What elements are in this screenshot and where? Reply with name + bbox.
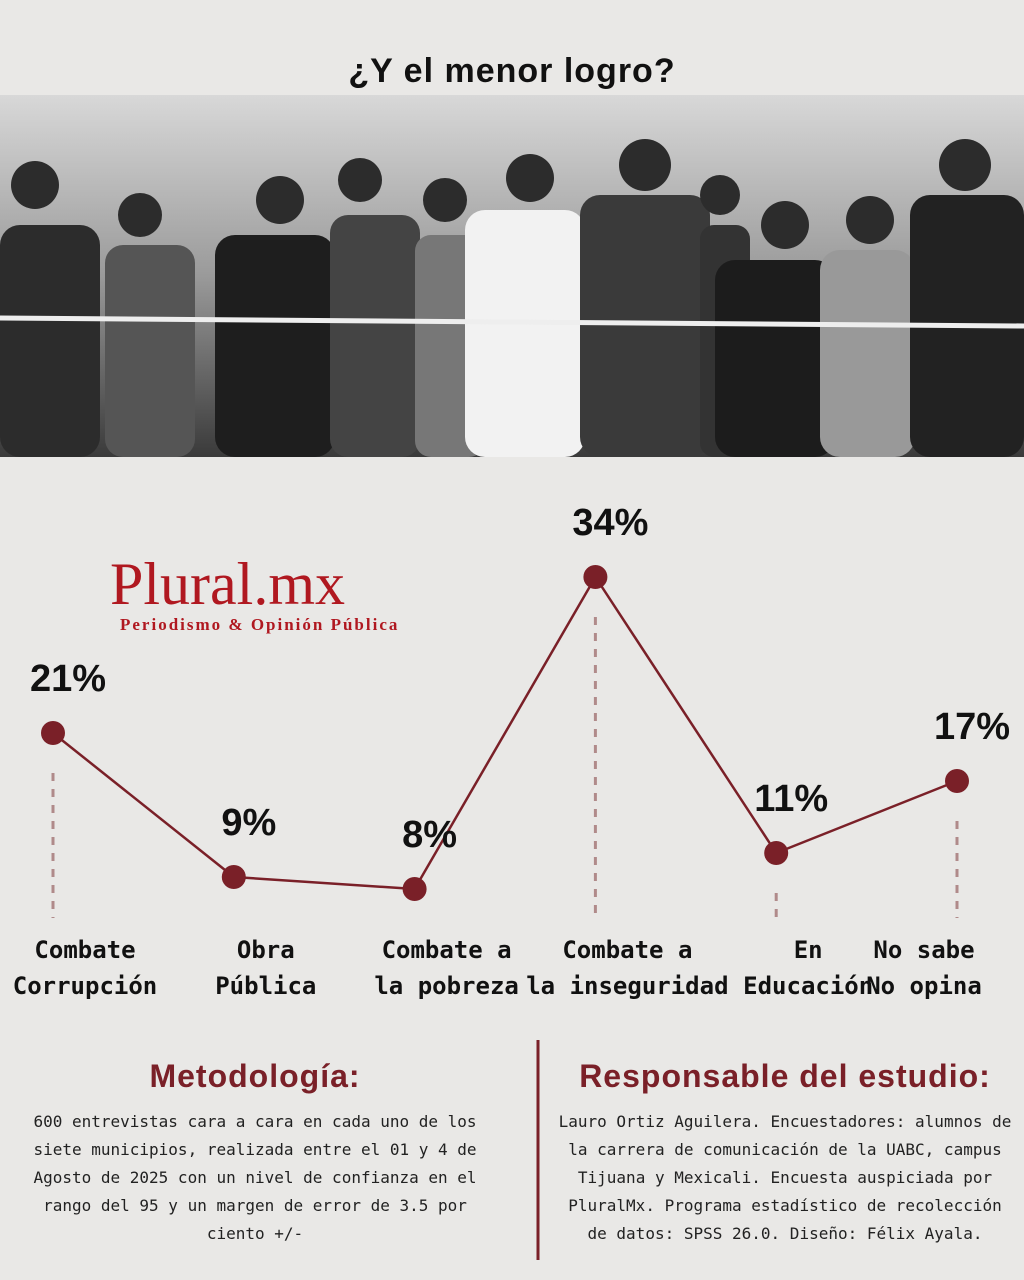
point [945, 769, 969, 793]
photo [0, 95, 1024, 457]
x-tick-label: Combate a la pobreza [374, 936, 519, 1000]
value-label: 17% [933, 706, 1011, 748]
point [402, 877, 427, 901]
point [41, 721, 65, 745]
logo-tagline: Periodismo & Opinión Pública [120, 615, 400, 634]
x-tick-label: En Educación [743, 936, 874, 1000]
methodology-title: Metodología: [149, 1058, 361, 1094]
point [583, 565, 608, 589]
responsible-title: Responsable del estudio: [579, 1058, 991, 1094]
x-tick-label: Combate Corrupción [12, 936, 158, 1000]
responsible-text: Lauro Ortiz Aguilera. Encuestadores: alu… [558, 1112, 1012, 1243]
logo: Plural.mx [110, 551, 345, 617]
x-tick-label: Obra Pública [215, 936, 317, 1000]
point [764, 841, 789, 865]
value-label: 11% [754, 778, 829, 820]
value-label: 9% [221, 802, 277, 844]
chart-title: ¿Y el menor logro? [348, 52, 676, 90]
x-tick-label: No sabe No opina [866, 936, 982, 1000]
point [221, 865, 246, 889]
value-label: 21% [29, 658, 107, 700]
value-label: 34% [572, 502, 649, 544]
x-tick-label: Combate a la inseguridad [526, 936, 729, 1000]
methodology-text: 600 entrevistas cara a cara en cada uno … [33, 1112, 477, 1243]
value-label: 8% [402, 814, 458, 856]
line [52, 574, 958, 891]
